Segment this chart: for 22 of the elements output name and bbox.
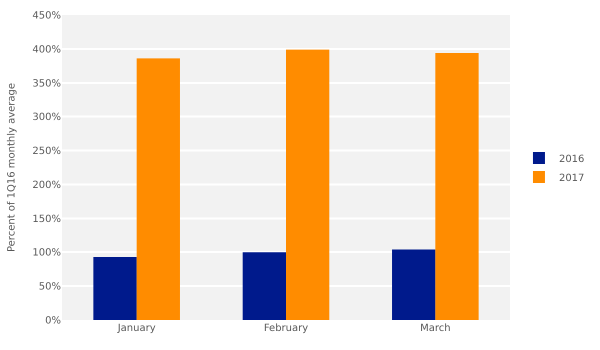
legend-label: 2016 — [558, 154, 584, 165]
legend-label: 2017 — [558, 172, 584, 184]
x-tick-label: March — [420, 323, 451, 334]
y-tick-label: 350% — [32, 78, 61, 90]
y-tick-label: 100% — [32, 248, 61, 259]
y-tick-label: 200% — [32, 180, 61, 191]
x-tick-label: February — [264, 323, 308, 334]
y-tick-label: 450% — [32, 10, 61, 22]
bar — [136, 58, 180, 320]
x-tick-label: January — [116, 323, 156, 334]
y-tick-label: 300% — [32, 112, 61, 124]
bar — [286, 50, 330, 320]
y-tick-label: 250% — [32, 146, 61, 158]
bar — [242, 252, 286, 320]
bar — [435, 52, 479, 320]
y-tick-label: 50% — [38, 282, 61, 293]
y-axis-title: Percent of 1Q16 monthly average — [6, 82, 18, 252]
y-tick-label: 150% — [32, 214, 61, 225]
bar — [93, 256, 137, 320]
y-tick-label: 400% — [32, 44, 61, 56]
y-tick-label: 0% — [45, 316, 61, 326]
bar — [392, 250, 436, 320]
